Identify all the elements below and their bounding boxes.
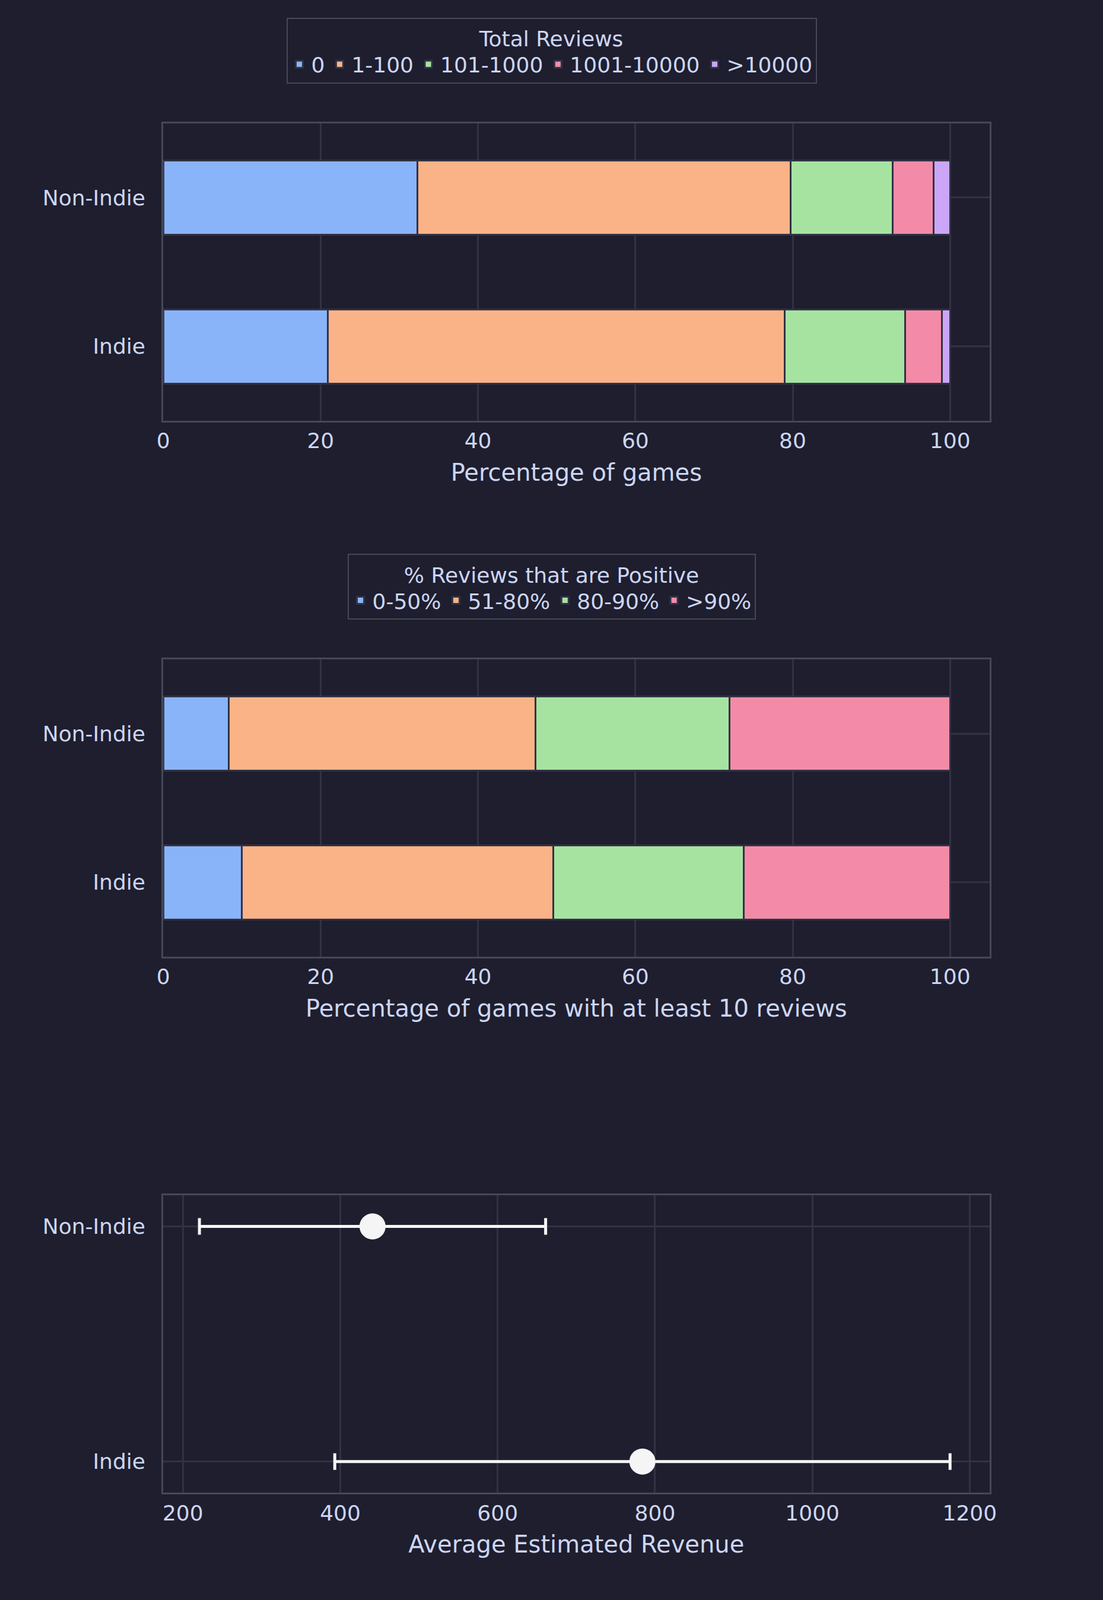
svg-text:Indie: Indie (92, 334, 145, 359)
svg-text:20: 20 (306, 428, 335, 453)
svg-text:800: 800 (634, 1500, 676, 1525)
svg-text:Non-Indie: Non-Indie (42, 1213, 146, 1239)
svg-text:0: 0 (311, 52, 326, 78)
svg-text:40: 40 (464, 428, 492, 453)
svg-text:0: 0 (156, 428, 171, 453)
svg-text:100: 100 (929, 964, 971, 989)
svg-text:1000: 1000 (784, 1500, 840, 1525)
svg-text:400: 400 (319, 1500, 361, 1525)
svg-text:80-90%: 80-90% (576, 589, 660, 614)
svg-text:200: 200 (162, 1500, 204, 1525)
svg-text:51-80%: 51-80% (467, 589, 551, 614)
svg-text:80: 80 (779, 964, 807, 989)
svg-text:>10000: >10000 (726, 52, 813, 78)
svg-text:Indie: Indie (92, 869, 145, 895)
svg-text:80: 80 (779, 428, 807, 453)
svg-text:Non-Indie: Non-Indie (42, 721, 146, 746)
svg-text:>90%: >90% (685, 589, 752, 614)
svg-text:600: 600 (477, 1500, 518, 1525)
svg-text:1200: 1200 (942, 1500, 998, 1525)
svg-text:Non-Indie: Non-Indie (42, 185, 146, 211)
svg-text:% Reviews that are Positive: % Reviews that are Positive (404, 563, 699, 588)
svg-text:1001-10000: 1001-10000 (569, 52, 700, 78)
svg-text:0-50%: 0-50% (372, 589, 442, 614)
svg-text:60: 60 (621, 428, 650, 453)
svg-text:Percentage of games with at le: Percentage of games with at least 10 rev… (305, 994, 848, 1022)
svg-text:Indie: Indie (92, 1448, 145, 1474)
svg-text:101-1000: 101-1000 (440, 52, 543, 78)
svg-text:Average Estimated Revenue: Average Estimated Revenue (408, 1530, 745, 1558)
svg-text:0: 0 (156, 964, 171, 989)
svg-text:1-100: 1-100 (351, 52, 414, 78)
svg-text:Total Reviews: Total Reviews (478, 26, 624, 52)
svg-text:20: 20 (306, 964, 335, 989)
svg-text:60: 60 (621, 964, 650, 989)
svg-text:100: 100 (929, 428, 971, 453)
svg-text:Percentage of games: Percentage of games (450, 458, 702, 486)
svg-text:40: 40 (464, 964, 492, 989)
